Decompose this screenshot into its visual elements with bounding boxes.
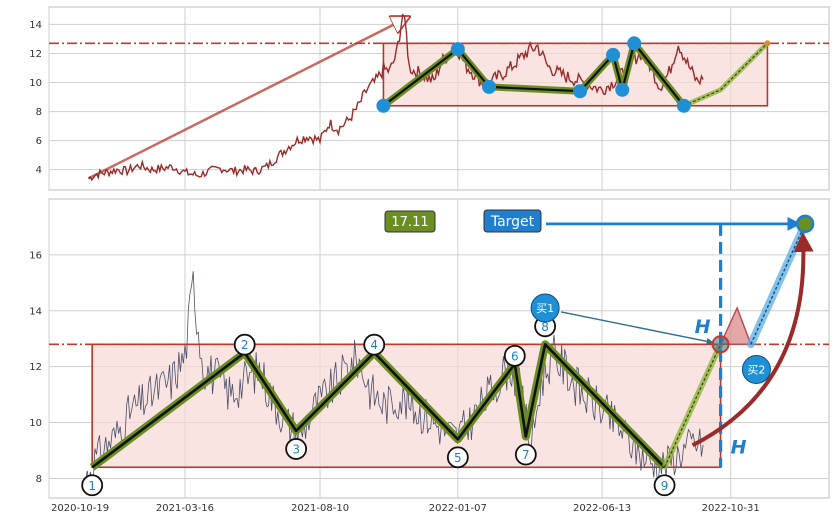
value-badge-box	[384, 210, 436, 233]
top-pattern-point-0	[376, 98, 391, 113]
top-pattern-point-2	[482, 79, 497, 94]
top-ytick-label-3: 10	[29, 78, 42, 89]
buy-marker-label-1: 买1	[536, 302, 554, 315]
bottom-price-series	[85, 271, 704, 483]
pattern-point-marker-1	[81, 474, 104, 497]
bottom-ytick-label-0: 8	[36, 474, 42, 485]
bottom-xtick-label-0: 2020-10-19	[51, 503, 109, 514]
top-ytick-label-5: 14	[29, 20, 42, 31]
bottom-x-ticks: 2020-10-19 2021-03-16 2021-08-10 2022-01-07…	[51, 503, 760, 514]
top-zigzag-inner	[382, 42, 685, 107]
pattern-point-marker-5	[446, 446, 469, 469]
top-ytick-label-0: 4	[36, 165, 42, 176]
top-pattern-point-4	[606, 47, 621, 62]
top-pattern-point-7	[676, 98, 691, 113]
bottom-pattern-points: 1 2 3 4 5 6 7 8 9	[81, 315, 676, 497]
bottom-xtick-label-3: 2022-01-07	[429, 503, 487, 514]
pattern-point-marker-9	[653, 474, 676, 497]
breakout-marker	[711, 335, 730, 354]
pattern-point-marker-3	[285, 438, 308, 460]
pullback-triangle	[719, 306, 752, 346]
value-badge: 17.11	[384, 210, 436, 233]
buy1-pointer-arrow	[560, 311, 714, 345]
bottom-xtick-label-2: 2021-08-10	[291, 503, 349, 514]
top-pattern-point-6	[627, 36, 642, 51]
target-label-text: Target	[490, 214, 535, 230]
pattern-point-marker-2	[233, 333, 256, 356]
buy-marker-label-2: 买2	[747, 363, 765, 376]
bottom-xtick-label-1: 2021-03-16	[156, 503, 214, 514]
bottom-ytick-label-3: 14	[29, 306, 42, 317]
top-pattern-point-1	[450, 42, 465, 57]
top-ytick-label-2: 8	[36, 107, 42, 118]
target-label: Target	[483, 209, 542, 233]
pattern-point-label-4: 4	[370, 338, 378, 352]
value-badge-text: 17.11	[391, 215, 428, 230]
target-label-box	[483, 209, 542, 233]
pattern-point-label-6: 6	[511, 349, 519, 363]
top-pattern-points	[376, 36, 691, 113]
bottom-ytick-label-2: 12	[29, 362, 42, 373]
bottom-xtick-label-4: 2022-06-13	[573, 503, 631, 514]
bottom-projection-inner	[663, 344, 722, 468]
height-label-lower: H	[731, 436, 747, 458]
bottom-y-ticks: 8 10 12 14 16	[29, 250, 42, 485]
pattern-point-label-5: 5	[454, 451, 462, 465]
buy-marker-2	[741, 354, 771, 384]
pattern-point-label-3: 3	[292, 442, 300, 456]
rise-curve-arrow	[691, 231, 814, 448]
top-end-marker	[764, 40, 771, 47]
bottom-zigzag-inner	[91, 342, 666, 469]
top-projection-inner	[683, 42, 768, 107]
buy-markers: 买1 买2	[530, 293, 771, 384]
pattern-point-marker-7	[514, 443, 537, 466]
height-label-upper: H	[695, 316, 711, 338]
pattern-point-marker-4	[363, 333, 386, 356]
pattern-point-label-7: 7	[522, 448, 530, 462]
bottom-ytick-label-1: 10	[29, 418, 42, 429]
top-trend-arrow	[87, 18, 407, 180]
top-ytick-label-4: 12	[29, 49, 42, 60]
top-ytick-label-1: 6	[36, 136, 42, 147]
pattern-point-label-9: 9	[661, 479, 669, 493]
top-y-ticks: 4 6 8 10 12 14	[29, 20, 42, 176]
target-marker	[795, 214, 815, 234]
bottom-xtick-label-5: 2022-10-31	[702, 503, 760, 514]
pattern-point-label-2: 2	[241, 338, 249, 352]
bottom-ytick-label-4: 16	[29, 250, 42, 261]
pattern-point-marker-6	[503, 344, 526, 367]
top-price-panel: 4 6 8 10 12 14	[29, 6, 830, 191]
pattern-point-label-8: 8	[541, 320, 549, 334]
buy-marker-1	[530, 293, 560, 323]
top-pattern-point-3	[573, 84, 588, 99]
top-price-series	[88, 13, 704, 182]
top-pattern-point-5	[615, 82, 630, 97]
pattern-point-label-1: 1	[88, 479, 96, 493]
